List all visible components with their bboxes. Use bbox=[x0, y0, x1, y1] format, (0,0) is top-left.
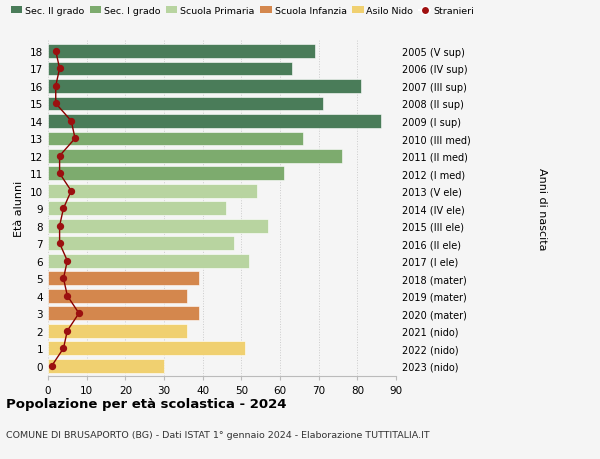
Point bbox=[55, 66, 64, 73]
Point bbox=[55, 153, 64, 160]
Bar bbox=[48, 97, 323, 111]
Bar bbox=[48, 185, 257, 198]
Bar bbox=[48, 62, 292, 76]
Point bbox=[59, 205, 68, 213]
Point bbox=[67, 118, 76, 125]
Bar bbox=[48, 45, 315, 59]
Bar bbox=[48, 272, 199, 285]
Bar bbox=[48, 219, 268, 233]
Point bbox=[62, 292, 72, 300]
Point bbox=[55, 170, 64, 178]
Bar bbox=[48, 80, 361, 94]
Bar bbox=[48, 167, 284, 181]
Bar bbox=[48, 254, 249, 268]
Y-axis label: Anni di nascita: Anni di nascita bbox=[537, 168, 547, 250]
Point bbox=[70, 135, 80, 143]
Legend: Sec. II grado, Sec. I grado, Scuola Primaria, Scuola Infanzia, Asilo Nido, Stran: Sec. II grado, Sec. I grado, Scuola Prim… bbox=[11, 7, 474, 16]
Bar bbox=[48, 289, 187, 303]
Point bbox=[67, 188, 76, 195]
Point bbox=[51, 101, 61, 108]
Bar bbox=[48, 202, 226, 216]
Y-axis label: Età alunni: Età alunni bbox=[14, 181, 25, 237]
Bar bbox=[48, 359, 164, 373]
Point bbox=[74, 310, 84, 317]
Point bbox=[62, 327, 72, 335]
Bar bbox=[48, 307, 199, 320]
Point bbox=[62, 257, 72, 265]
Point bbox=[51, 83, 61, 90]
Bar bbox=[48, 237, 233, 251]
Bar bbox=[48, 150, 342, 163]
Bar bbox=[48, 324, 187, 338]
Text: COMUNE DI BRUSAPORTO (BG) - Dati ISTAT 1° gennaio 2024 - Elaborazione TUTTITALIA: COMUNE DI BRUSAPORTO (BG) - Dati ISTAT 1… bbox=[6, 431, 430, 440]
Bar bbox=[48, 341, 245, 355]
Point bbox=[55, 240, 64, 247]
Point bbox=[47, 362, 56, 369]
Point bbox=[59, 275, 68, 282]
Text: Popolazione per età scolastica - 2024: Popolazione per età scolastica - 2024 bbox=[6, 397, 287, 410]
Point bbox=[51, 48, 61, 56]
Bar bbox=[48, 132, 303, 146]
Point bbox=[59, 345, 68, 352]
Bar bbox=[48, 115, 380, 129]
Point bbox=[55, 223, 64, 230]
